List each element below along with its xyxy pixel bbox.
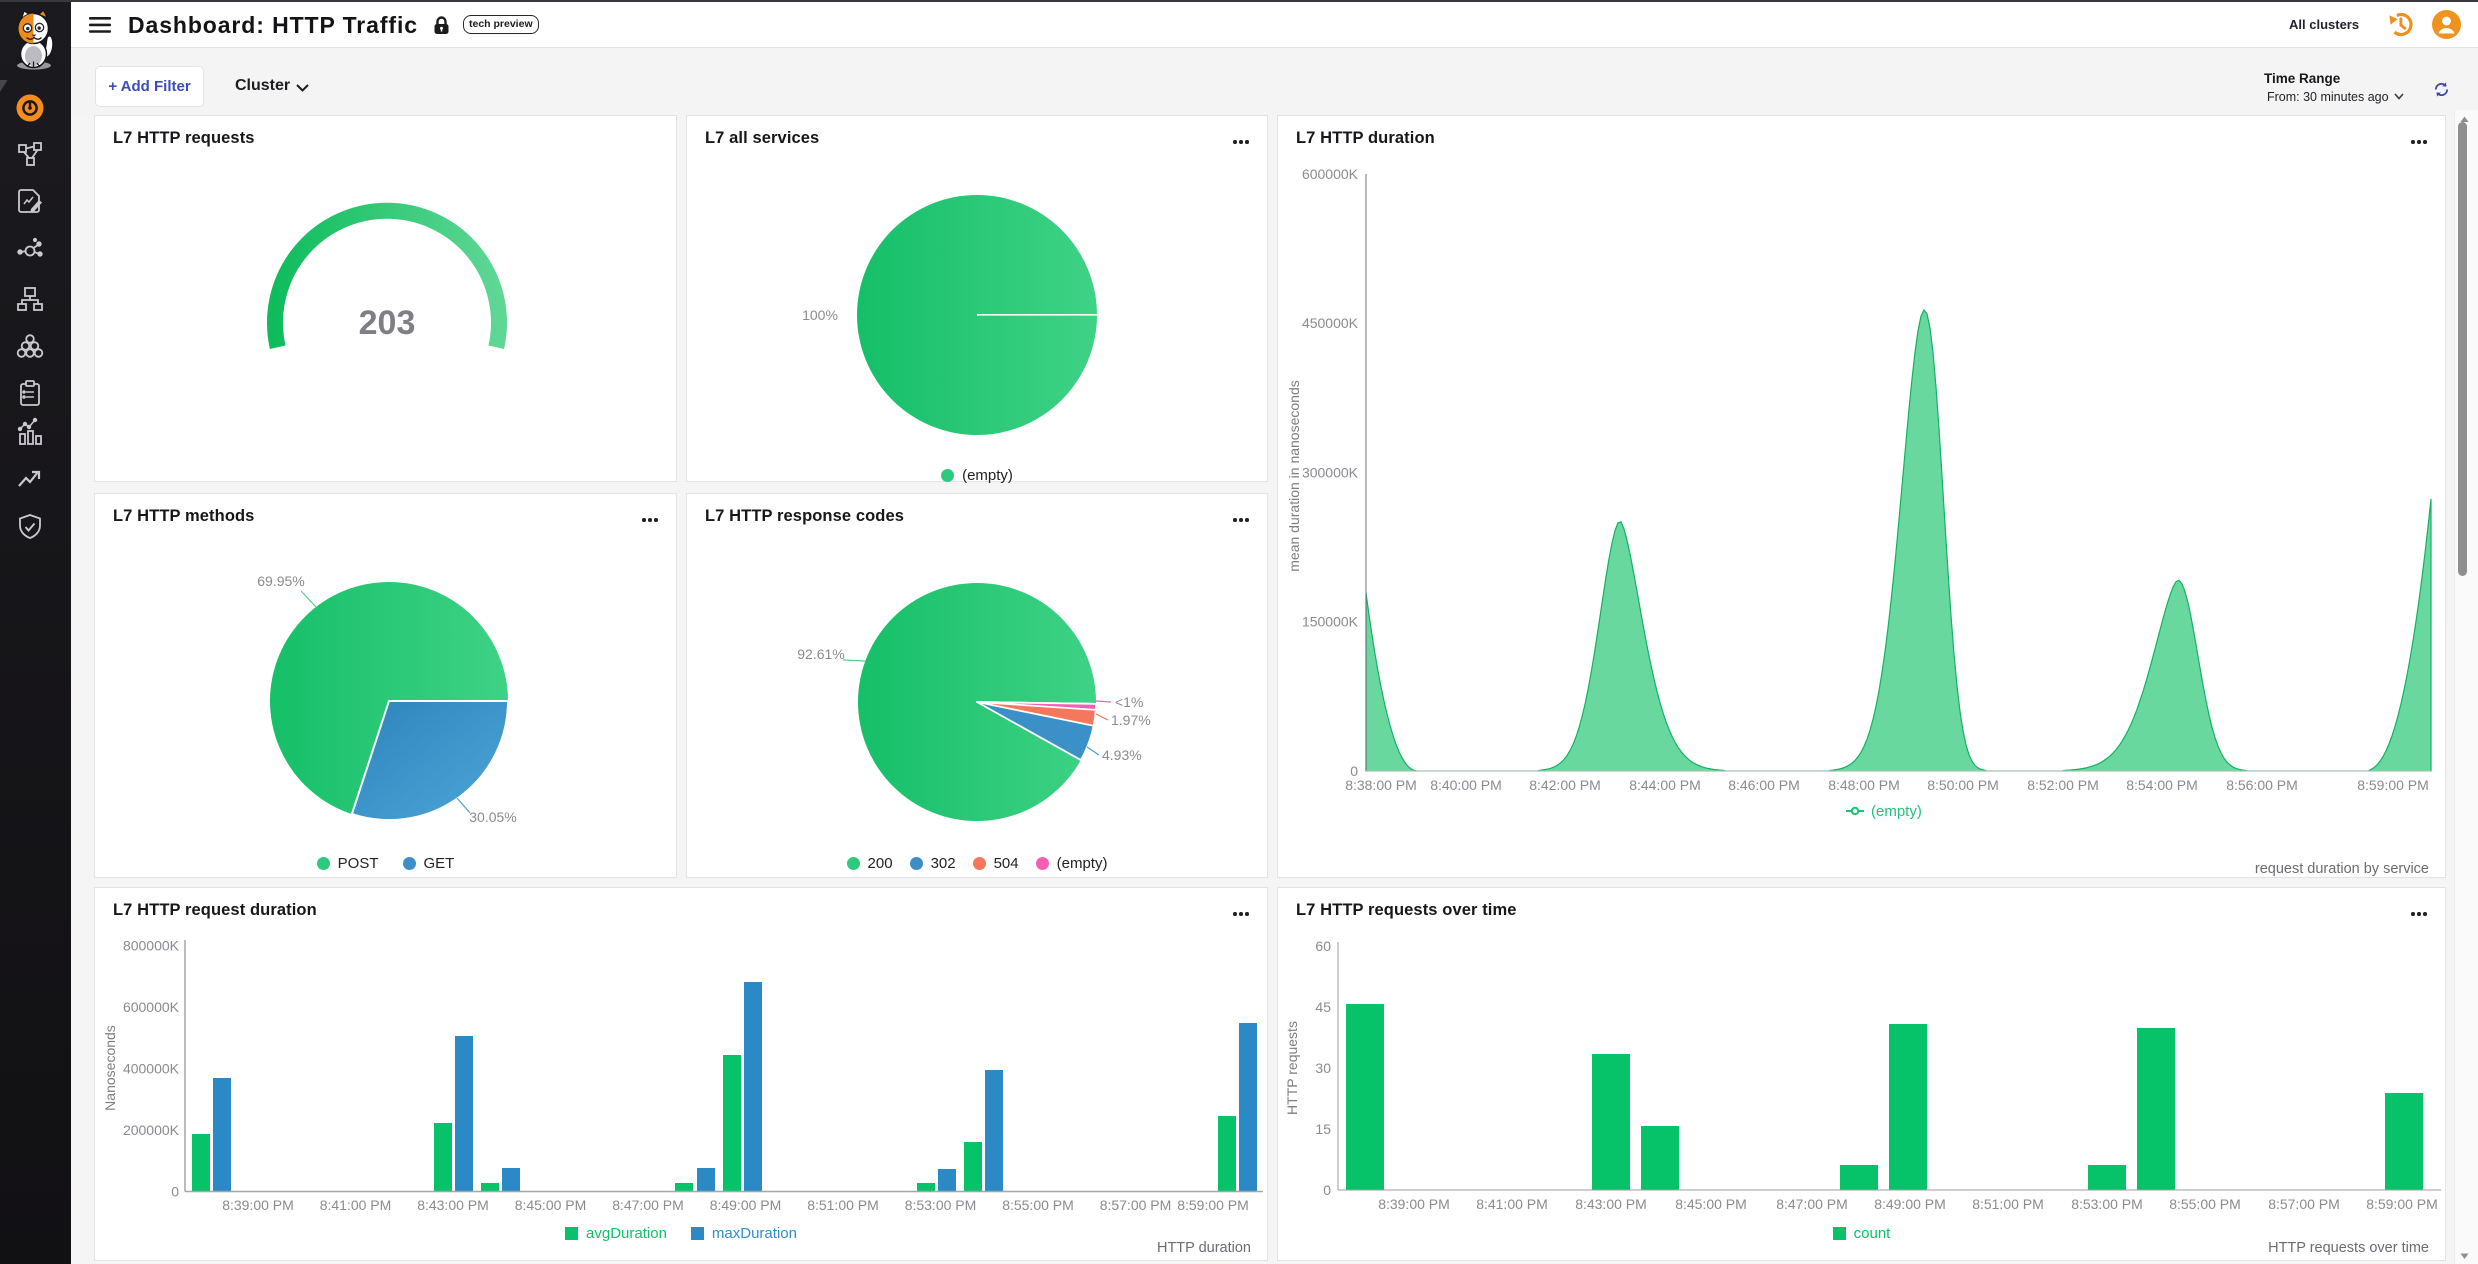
svg-text:8:52:00 PM: 8:52:00 PM bbox=[2027, 777, 2099, 793]
svg-text:1.97%: 1.97% bbox=[1111, 712, 1151, 728]
svg-text:69.95%: 69.95% bbox=[257, 573, 304, 589]
svg-text:8:51:00 PM: 8:51:00 PM bbox=[1972, 1196, 2044, 1212]
svg-text:8:59:00 PM: 8:59:00 PM bbox=[2357, 777, 2429, 793]
svg-text:8:42:00 PM: 8:42:00 PM bbox=[1529, 777, 1601, 793]
svg-text:8:43:00 PM: 8:43:00 PM bbox=[1575, 1196, 1647, 1212]
svg-text:8:56:00 PM: 8:56:00 PM bbox=[2226, 777, 2298, 793]
svg-text:8:39:00 PM: 8:39:00 PM bbox=[1378, 1196, 1450, 1212]
svg-text:800000K: 800000K bbox=[123, 938, 180, 954]
svg-text:0: 0 bbox=[171, 1184, 179, 1200]
svg-text:8:43:00 PM: 8:43:00 PM bbox=[417, 1197, 489, 1213]
svg-text:<1%: <1% bbox=[1115, 694, 1143, 710]
svg-text:15: 15 bbox=[1315, 1121, 1331, 1137]
svg-text:(empty): (empty) bbox=[1871, 803, 1922, 820]
svg-text:92.61%: 92.61% bbox=[797, 646, 844, 662]
svg-text:8:39:00 PM: 8:39:00 PM bbox=[222, 1197, 294, 1213]
svg-text:8:45:00 PM: 8:45:00 PM bbox=[515, 1197, 587, 1213]
svg-text:8:54:00 PM: 8:54:00 PM bbox=[2126, 777, 2198, 793]
svg-text:300000K: 300000K bbox=[1302, 465, 1359, 481]
svg-text:30.05%: 30.05% bbox=[469, 809, 516, 825]
svg-text:100%: 100% bbox=[802, 307, 838, 323]
svg-text:8:38:00 PM: 8:38:00 PM bbox=[1345, 777, 1417, 793]
svg-text:8:49:00 PM: 8:49:00 PM bbox=[1874, 1196, 1946, 1212]
svg-text:8:50:00 PM: 8:50:00 PM bbox=[1927, 777, 1999, 793]
svg-text:400000K: 400000K bbox=[123, 1061, 180, 1077]
svg-text:Nanoseconds: Nanoseconds bbox=[102, 1025, 118, 1111]
svg-text:60: 60 bbox=[1315, 938, 1331, 954]
svg-text:8:47:00 PM: 8:47:00 PM bbox=[612, 1197, 684, 1213]
svg-text:4.93%: 4.93% bbox=[1102, 747, 1142, 763]
svg-text:203: 203 bbox=[359, 304, 416, 342]
svg-text:600000K: 600000K bbox=[123, 999, 180, 1015]
svg-text:8:59:00 PM: 8:59:00 PM bbox=[1177, 1197, 1249, 1213]
svg-text:8:45:00 PM: 8:45:00 PM bbox=[1675, 1196, 1747, 1212]
svg-text:8:44:00 PM: 8:44:00 PM bbox=[1629, 777, 1701, 793]
svg-text:0: 0 bbox=[1350, 763, 1358, 779]
svg-text:8:55:00 PM: 8:55:00 PM bbox=[2169, 1196, 2241, 1212]
svg-text:150000K: 150000K bbox=[1302, 614, 1359, 630]
svg-text:8:59:00 PM: 8:59:00 PM bbox=[2366, 1196, 2438, 1212]
svg-text:0: 0 bbox=[1323, 1182, 1331, 1198]
svg-text:HTTP requests: HTTP requests bbox=[1284, 1021, 1300, 1115]
svg-text:8:51:00 PM: 8:51:00 PM bbox=[807, 1197, 879, 1213]
svg-text:8:40:00 PM: 8:40:00 PM bbox=[1430, 777, 1502, 793]
svg-text:8:49:00 PM: 8:49:00 PM bbox=[710, 1197, 782, 1213]
svg-text:8:53:00 PM: 8:53:00 PM bbox=[2071, 1196, 2143, 1212]
svg-text:mean duration in nanoseconds: mean duration in nanoseconds bbox=[1286, 380, 1302, 571]
svg-text:8:41:00 PM: 8:41:00 PM bbox=[320, 1197, 392, 1213]
svg-text:8:41:00 PM: 8:41:00 PM bbox=[1476, 1196, 1548, 1212]
svg-text:8:47:00 PM: 8:47:00 PM bbox=[1776, 1196, 1848, 1212]
svg-text:8:57:00 PM: 8:57:00 PM bbox=[2268, 1196, 2340, 1212]
svg-text:200000K: 200000K bbox=[123, 1122, 180, 1138]
svg-text:8:55:00 PM: 8:55:00 PM bbox=[1002, 1197, 1074, 1213]
svg-text:8:57:00 PM: 8:57:00 PM bbox=[1100, 1197, 1172, 1213]
svg-text:8:46:00 PM: 8:46:00 PM bbox=[1728, 777, 1800, 793]
svg-text:8:53:00 PM: 8:53:00 PM bbox=[905, 1197, 977, 1213]
svg-text:450000K: 450000K bbox=[1302, 315, 1359, 331]
svg-text:45: 45 bbox=[1315, 999, 1331, 1015]
svg-text:8:48:00 PM: 8:48:00 PM bbox=[1828, 777, 1900, 793]
svg-text:30: 30 bbox=[1315, 1060, 1331, 1076]
svg-text:600000K: 600000K bbox=[1302, 166, 1359, 182]
